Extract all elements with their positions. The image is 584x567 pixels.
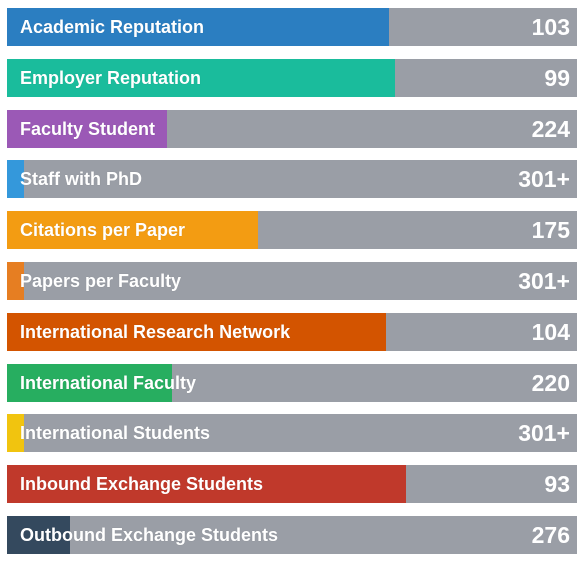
bar-fill [7, 160, 24, 199]
bar-value-label: 175 [531, 217, 570, 244]
bar-label: Faculty Student [20, 118, 156, 139]
bar-value-label: 104 [531, 318, 570, 345]
bar-fill [7, 58, 395, 97]
bar-row: Papers per Faculty 301+ [7, 261, 577, 300]
bar-value-label: 93 [544, 471, 570, 498]
bar-label: International Faculty [20, 372, 197, 393]
bar-label: Academic Reputation [20, 17, 205, 37]
bar-fill [7, 109, 167, 148]
bar-row: Citations per Paper 175 [7, 211, 577, 250]
bar-fill [7, 363, 172, 402]
bar-value-label: 220 [531, 369, 570, 396]
bar-row: Employer Reputation 99 [7, 58, 577, 97]
bar-fill [7, 261, 24, 300]
bar-row: International Students 301+ [7, 414, 577, 453]
bar-value-label: 99 [544, 64, 570, 91]
bar-row: International Faculty 220 [7, 363, 577, 402]
bar-value-label: 276 [531, 521, 570, 548]
bar-label: Papers per Faculty [20, 270, 182, 291]
bar-row: Academic Reputation 103 [7, 8, 577, 46]
bar-value-label: 301+ [518, 267, 570, 294]
bar-row: Staff with PhD 301+ [7, 160, 577, 199]
bar-label: Employer Reputation [20, 67, 202, 88]
bar-fill [7, 465, 406, 504]
bar-label: Staff with PhD [20, 169, 142, 190]
bar-row: Faculty Student 224 [7, 109, 577, 148]
bar-label: Citations per Paper [20, 220, 186, 241]
bar-fill [7, 211, 258, 250]
ranking-bar-chart: Academic Reputation 103 Employer Reputatio… [7, 8, 577, 567]
bar-value-label: 103 [531, 14, 570, 40]
bar-row: Outbound Exchange Students 276 [7, 515, 577, 554]
bar-label: Outbound Exchange Students [20, 524, 279, 545]
bar-value-label: 301+ [518, 420, 570, 447]
bar-value-label: 301+ [518, 166, 570, 193]
bar-value-label: 224 [531, 115, 570, 142]
bar-fill [7, 8, 389, 46]
bar-label: Inbound Exchange Students [20, 474, 264, 495]
bar-label: International Students [20, 423, 211, 444]
bar-row: Inbound Exchange Students 93 [7, 465, 577, 504]
bar-fill [7, 414, 24, 453]
bar-fill [7, 312, 386, 351]
bar-row: International Research Network 104 [7, 312, 577, 351]
bar-fill [7, 515, 70, 554]
bar-label: International Research Network [20, 321, 291, 342]
